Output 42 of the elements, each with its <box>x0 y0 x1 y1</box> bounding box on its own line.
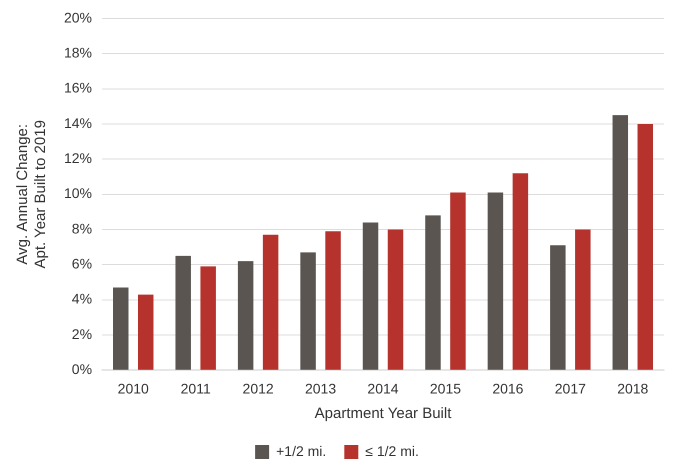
legend-label: +1/2 mi. <box>276 442 326 459</box>
x-tick-label: 2011 <box>180 380 211 396</box>
y-tick-label: 10% <box>64 185 92 202</box>
y-tick-label: 6% <box>72 256 92 272</box>
x-tick-label: 2018 <box>617 380 649 396</box>
y-tick-label: 2% <box>72 326 92 342</box>
y-tick-label: 14% <box>64 114 92 131</box>
bar <box>113 288 128 370</box>
bar <box>450 192 466 370</box>
x-tick-label: 2016 <box>492 380 524 396</box>
bar <box>200 266 216 370</box>
y-tick-label: 12% <box>64 150 92 166</box>
x-tick-label: 2015 <box>430 380 462 396</box>
y-tick-label: 20% <box>64 9 92 26</box>
bar <box>175 256 191 370</box>
x-tick-label: 2017 <box>554 380 586 396</box>
y-tick-label: 8% <box>72 220 92 236</box>
y-tick-label: 18% <box>64 44 92 60</box>
bar <box>362 222 378 370</box>
bar <box>138 294 154 370</box>
bar <box>388 229 404 370</box>
x-tick-label: 2013 <box>304 380 336 396</box>
x-tick-label: 2010 <box>118 380 150 396</box>
bar <box>238 261 254 370</box>
bar <box>512 173 528 370</box>
bar <box>425 215 441 370</box>
x-tick-label: 2012 <box>242 380 274 396</box>
x-axis-title: Apartment Year Built <box>314 405 452 422</box>
bar <box>488 192 504 370</box>
y-tick-label: 0% <box>72 361 92 378</box>
bar <box>262 234 278 370</box>
bar <box>638 124 654 370</box>
bar <box>612 115 628 370</box>
x-tick-label: 2014 <box>367 380 399 396</box>
bar <box>550 245 566 370</box>
bar <box>325 231 341 370</box>
y-axis-title: Avg. Annual Change: Apt. Year Built to 2019 <box>14 120 50 269</box>
y-tick-label: 16% <box>64 80 92 96</box>
bar <box>575 229 591 370</box>
legend-label: ≤ 1/2 mi. <box>365 442 419 459</box>
bar <box>300 252 316 370</box>
y-tick-label: 4% <box>72 290 92 307</box>
